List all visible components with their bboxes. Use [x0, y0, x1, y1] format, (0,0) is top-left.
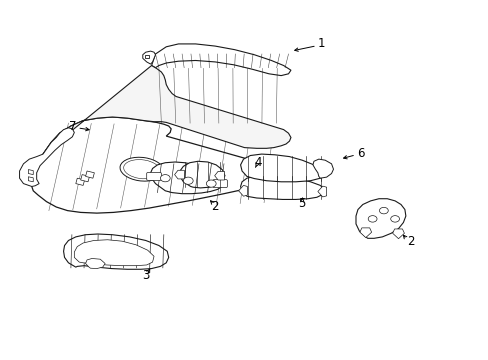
Polygon shape: [174, 170, 184, 179]
Polygon shape: [85, 258, 105, 269]
Text: 1: 1: [317, 37, 325, 50]
Polygon shape: [81, 175, 89, 182]
Text: 7: 7: [68, 120, 76, 132]
Text: 2: 2: [211, 201, 219, 213]
Polygon shape: [28, 177, 33, 182]
Text: 4: 4: [254, 156, 262, 169]
Circle shape: [206, 180, 216, 187]
Circle shape: [379, 207, 387, 214]
Polygon shape: [76, 178, 84, 185]
Circle shape: [160, 175, 170, 182]
Polygon shape: [240, 154, 323, 182]
Polygon shape: [151, 44, 290, 76]
Polygon shape: [150, 162, 224, 194]
FancyBboxPatch shape: [146, 172, 161, 180]
Polygon shape: [142, 51, 155, 64]
Polygon shape: [74, 240, 154, 266]
Polygon shape: [20, 128, 74, 186]
Ellipse shape: [123, 159, 160, 179]
Text: 6: 6: [356, 147, 364, 159]
Circle shape: [390, 216, 399, 222]
Polygon shape: [214, 171, 224, 180]
Polygon shape: [359, 228, 371, 238]
Polygon shape: [238, 185, 247, 196]
Polygon shape: [312, 159, 333, 178]
Polygon shape: [392, 229, 404, 239]
Polygon shape: [63, 234, 168, 269]
Ellipse shape: [120, 157, 163, 181]
Text: 5: 5: [298, 197, 305, 210]
Circle shape: [183, 177, 193, 184]
Text: 3: 3: [142, 269, 149, 282]
Polygon shape: [355, 199, 405, 238]
Polygon shape: [32, 117, 287, 213]
Text: 2: 2: [406, 235, 414, 248]
Polygon shape: [144, 55, 148, 58]
Circle shape: [367, 216, 376, 222]
FancyBboxPatch shape: [212, 180, 227, 188]
Polygon shape: [85, 171, 94, 178]
Polygon shape: [43, 66, 290, 154]
Polygon shape: [317, 186, 326, 197]
Polygon shape: [240, 176, 325, 199]
Polygon shape: [28, 170, 33, 175]
Polygon shape: [180, 161, 224, 188]
